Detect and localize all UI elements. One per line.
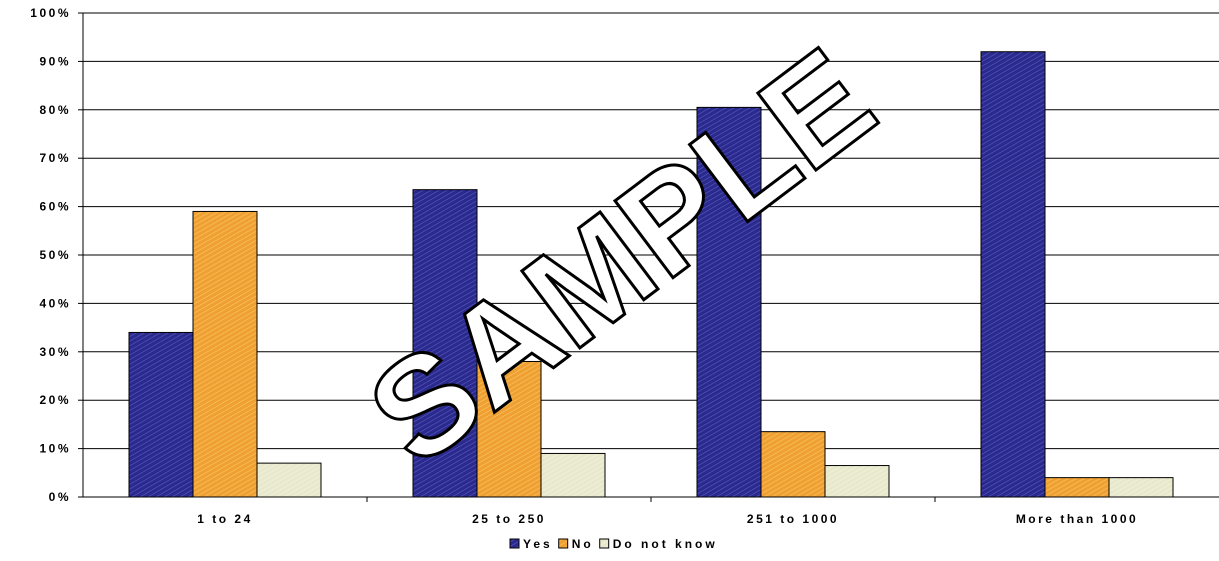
bar-yes [412, 189, 478, 498]
x-category-label: 25 to 250 [472, 512, 546, 526]
y-tick-label: 40% [39, 296, 71, 310]
bars [128, 51, 1174, 498]
x-axis-category-labels: 1 to 24 25 to 250 251 to 1000 More than 100… [197, 512, 1138, 526]
legend-swatch-no [558, 538, 569, 549]
legend-label-do-not-know: Do not know [613, 537, 718, 551]
bar-do-not-know [540, 452, 606, 498]
legend-swatch-yes [509, 538, 520, 549]
y-tick-label: 0% [49, 490, 71, 504]
legend: Yes No Do not know [509, 537, 718, 551]
y-tick-label: 30% [39, 345, 71, 359]
x-category-label: 251 to 1000 [747, 512, 839, 526]
x-category-label: 1 to 24 [197, 512, 253, 526]
legend-label-no: No [572, 537, 594, 551]
bar-no [1044, 477, 1110, 498]
bar-no [192, 210, 258, 498]
bar-do-not-know [1108, 477, 1174, 498]
y-axis-tick-labels: 0% 10% 20% 30% 40% 50% 60% 70% 80% 90% 100% [30, 6, 71, 504]
bar-do-not-know [824, 465, 890, 498]
y-tick-label: 60% [39, 200, 71, 214]
bar-yes [980, 51, 1046, 498]
y-tick-label: 90% [39, 54, 71, 68]
axes [82, 13, 1219, 502]
y-tick-label: 100% [30, 6, 71, 20]
bar-do-not-know [256, 462, 322, 498]
x-category-label: More than 1000 [1016, 512, 1138, 526]
legend-swatch-do-not-know [599, 538, 610, 549]
bar-no [476, 360, 542, 498]
bar-yes [696, 106, 762, 498]
y-tick-label: 50% [39, 248, 71, 262]
y-tick-label: 20% [39, 393, 71, 407]
legend-label-yes: Yes [523, 537, 553, 551]
y-tick-label: 70% [39, 151, 71, 165]
bar-no [760, 431, 826, 498]
bar-yes [128, 331, 194, 498]
y-tick-label: 10% [39, 442, 71, 456]
y-tick-label: 80% [39, 103, 71, 117]
